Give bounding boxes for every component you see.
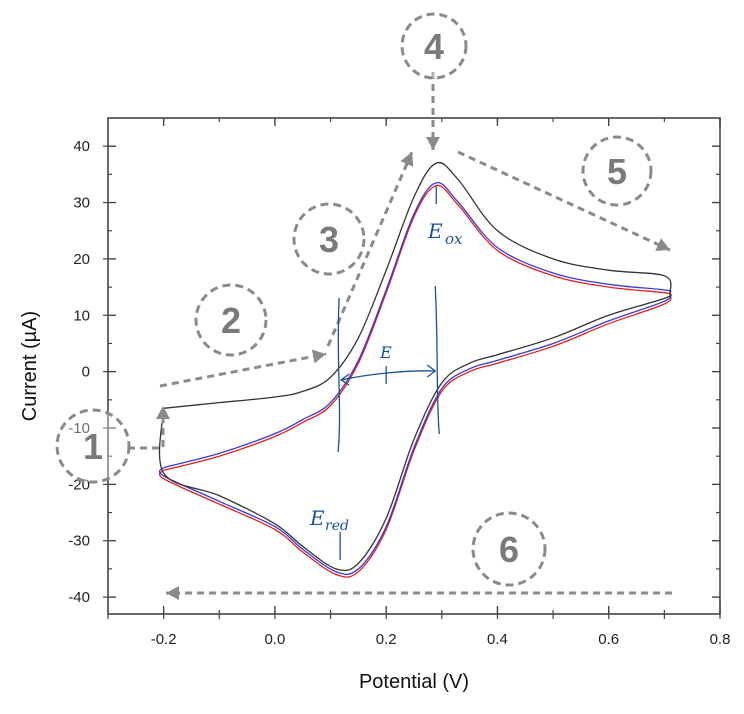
x-tick-label: 0.6	[598, 631, 619, 648]
arrow-head	[400, 152, 414, 167]
x-axis-title: Potential (V)	[359, 671, 469, 693]
step-circle-2	[194, 283, 268, 357]
step-circle-6	[471, 511, 547, 587]
y-tick-label: -40	[68, 589, 90, 606]
y-tick-label: 10	[73, 307, 90, 324]
series-line-1	[158, 161, 672, 572]
step-number-3: 3	[319, 219, 339, 260]
y-tick-label: 30	[73, 195, 90, 212]
arrow-step-1	[128, 418, 165, 450]
y-tick-label: -10	[68, 420, 90, 437]
e-red-subscript: red	[325, 518, 349, 534]
e-ox-subscript: ox	[445, 230, 463, 248]
y-axis-title: Current (µA)	[19, 311, 41, 421]
step-arrows	[128, 72, 672, 600]
y-tick-label: 40	[73, 138, 90, 155]
e-ox-label: E	[427, 219, 443, 243]
x-tick-label: 0.4	[487, 631, 508, 648]
y-tick-label: 0	[82, 364, 90, 381]
step-circle-3	[292, 202, 366, 276]
step-number-4: 4	[424, 26, 444, 67]
arrow-head	[166, 586, 179, 600]
plot-frame	[107, 117, 721, 615]
x-tick-label: 0.8	[710, 631, 731, 648]
x-tick-label: 0.2	[376, 631, 397, 648]
e-ox-vertical-line	[434, 285, 440, 435]
handwritten-annotations: EE oxE red	[309, 186, 463, 560]
y-tick-label: -30	[68, 533, 90, 550]
e-mid-label: E	[379, 343, 392, 362]
step-number-6: 6	[499, 529, 519, 570]
arrow-head	[156, 406, 170, 419]
e-span-arrow-line	[340, 370, 436, 381]
arrow-step-2	[159, 352, 327, 388]
step-number-2: 2	[221, 300, 241, 341]
arrow-step-5	[457, 150, 671, 252]
step-number-5: 5	[607, 151, 627, 192]
x-tick-label: -0.2	[151, 631, 177, 648]
e-red-vertical-line	[337, 297, 341, 453]
e-span-arrow-right-head	[426, 364, 437, 378]
y-tick-label: 20	[73, 251, 90, 268]
axis-ticks	[103, 118, 721, 619]
step-circle-4	[400, 12, 468, 80]
arrow-head	[311, 349, 326, 364]
x-tick-label: 0.0	[264, 631, 285, 648]
step-circle-1	[55, 408, 131, 484]
e-span-arrow-left-head	[339, 373, 350, 386]
e-red-label: E	[309, 506, 325, 530]
series-line-3	[158, 184, 672, 578]
step-number-1: 1	[83, 426, 103, 467]
step-circle-5	[581, 135, 653, 207]
data-series	[158, 161, 672, 578]
arrow-head	[655, 238, 670, 251]
arrow-head	[426, 137, 440, 150]
step-circles: 1 2 3 4 5 6	[55, 12, 653, 587]
